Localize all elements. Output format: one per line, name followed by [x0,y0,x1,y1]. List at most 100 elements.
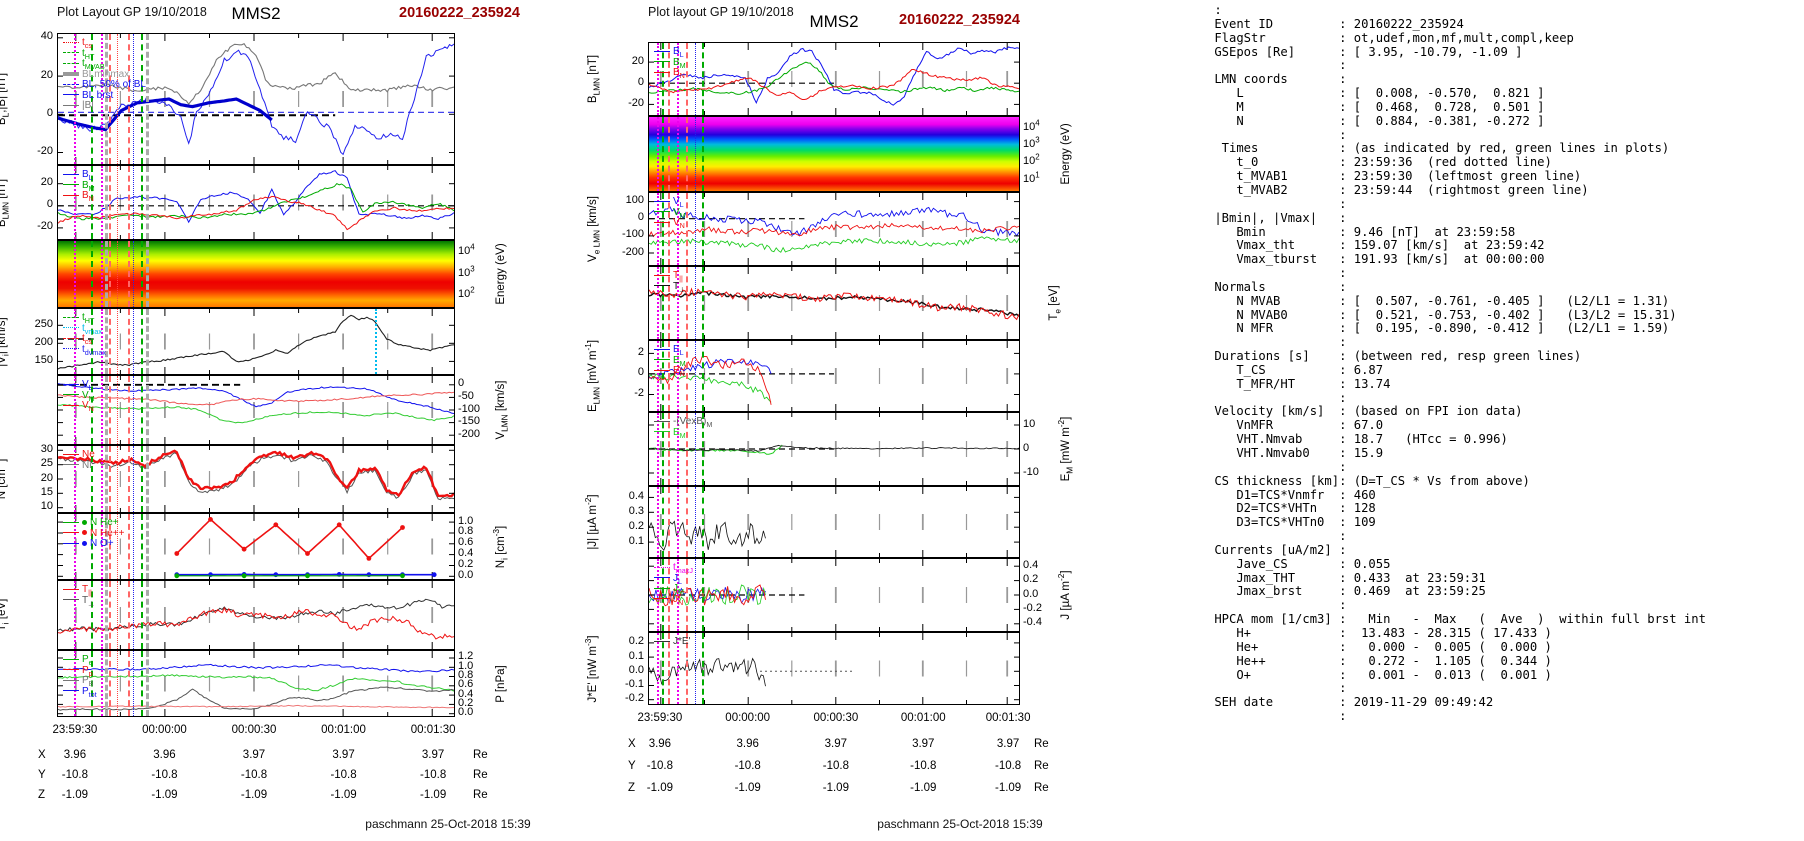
event-marker-line [117,651,119,716]
legend-item: -(VexB)M [654,416,712,428]
event-marker-line [104,309,108,374]
panel-plot-area [649,487,1019,557]
legend-label: VM [673,206,686,220]
legend-item: Pp [63,665,93,677]
legend-item: EN [654,365,685,378]
event-marker-line [145,166,149,239]
event-marker-line [73,514,76,579]
legend-item: tmaxJ [654,562,693,574]
axis-tick-label: 104 [1023,117,1040,133]
event-marker-line [141,166,144,239]
legend-label: EN [673,365,685,378]
legend-label: tHT [82,47,95,61]
legend-item: tHT [63,47,95,61]
event-marker-line [686,559,688,631]
event-marker-line [108,166,111,239]
panel-middle-5 [648,340,1020,412]
legend-item: T|| [654,270,683,282]
legend-line-sample [63,41,79,43]
position-value: -10.8 [61,769,89,781]
panel-plot-area [58,34,454,164]
legend-item: J*E' [654,636,690,647]
legend-line-sample [63,532,79,534]
event-marker-line [90,309,93,374]
legend-line-sample [654,359,670,361]
event-marker-line [117,241,119,307]
event-marker-line [104,241,108,307]
position-value: -1.09 [420,789,447,801]
event-marker-line [90,241,93,307]
axis-tick-label: -0.1 [625,678,644,691]
legend-item: Ne [63,449,95,460]
event-marker-line [686,633,688,704]
position-unit: Re [473,769,488,781]
legend-label: tcs [82,333,92,346]
legend-line-sample [63,104,79,106]
legend-line-sample [63,348,79,350]
position-row-label: Z [38,789,46,801]
time-tick-label: 00:01:30 [985,712,1031,724]
event-marker-line [90,581,93,649]
panel-plot-area [58,376,454,444]
legend-line-sample [654,200,670,202]
event-marker-line [686,487,688,557]
spectrogram-fill [649,117,1019,191]
series-V_N [58,391,454,406]
panel-plot-area [649,267,1019,339]
event-marker-line [127,309,130,374]
position-unit: Re [473,749,488,761]
event-marker-line [117,34,119,164]
event-marker-line [676,193,679,265]
legend-label: tvmax [82,322,102,336]
axis-tick-label: 0.2 [458,696,474,709]
series-Ni [58,452,454,501]
event-marker-line [701,117,704,191]
axis-tick-label: 0 [1023,441,1030,454]
legend-line-sample [63,588,79,590]
panel-plot-area [649,413,1019,485]
event-marker-line [668,487,671,557]
axis-tick-label: 0.4 [458,687,474,700]
axis-tick-label: -0.2 [625,692,644,705]
series-B_M [58,182,454,221]
position-value: 3.96 [153,749,176,761]
series-|V_i| [58,314,454,370]
panel-left-2 [57,165,455,240]
position-value: -10.8 [330,769,357,781]
left-event-id: 20160222_235924 [399,5,520,21]
event-marker-line [117,166,119,239]
axis-y-label: ELMN [mV m-1] [584,339,602,413]
legend-label: tMVAB [82,58,105,71]
panel-plot-area [649,633,1019,704]
axis-tick-label: -20 [628,96,644,109]
event-marker-line [127,651,130,716]
axis-y-label: Ni [cm-3] [492,525,510,568]
event-marker-line [104,166,108,239]
axis-tick-label: 0.8 [458,525,474,538]
legend-label: BL, 50% of BL [82,79,146,90]
axis-y-label: Energy (eV) [495,243,507,305]
event-marker-line [657,193,660,265]
panel-plot-area [58,166,454,239]
event-marker-line [108,581,111,649]
legend-label: JM [673,583,684,596]
panel-plot-area [58,651,454,716]
axis-y-label: N [cm-3] [0,459,8,500]
event-marker-line [108,241,111,307]
event-marker-line [701,633,704,704]
series-P_p [58,704,454,709]
panel-middle-1 [648,42,1020,116]
event-marker-line [90,376,93,444]
legend-label: Ni [82,459,92,471]
event-marker-line [141,376,144,444]
panel-left-3 [57,240,455,308]
legend-item: BN [654,67,685,79]
event-marker-line [108,446,111,512]
event-marker-line [686,267,688,339]
panel-left-6 [57,445,455,513]
axis-tick-label: 10 [1023,417,1036,430]
axis-tick-label: -0.2 [1023,601,1042,614]
event-marker-line [73,651,76,716]
event-marker-line [90,446,93,512]
time-tick-label: 00:00:30 [813,712,859,724]
